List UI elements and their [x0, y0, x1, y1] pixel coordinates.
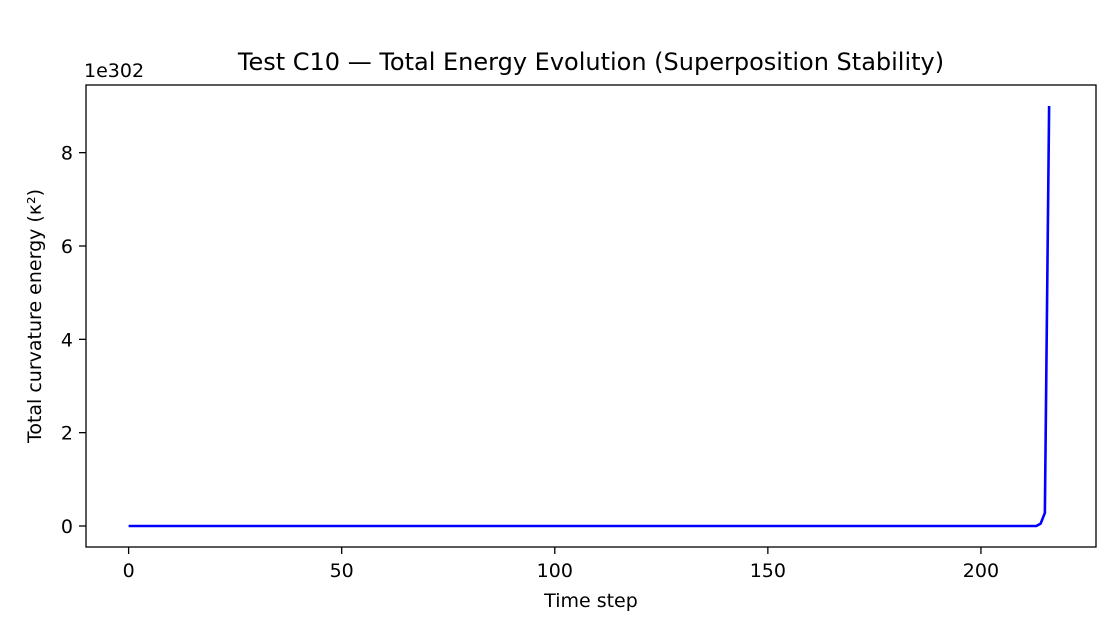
y-tick-label: 6: [61, 236, 73, 258]
y-tick-label: 8: [61, 143, 73, 165]
axes-frame: [85, 84, 1097, 548]
y-tick-label: 4: [61, 329, 73, 351]
x-tick-label: 100: [537, 560, 573, 582]
y-tick-label: 0: [61, 516, 73, 538]
x-tick-label: 200: [963, 560, 999, 582]
x-tick-label: 50: [330, 560, 354, 582]
y-axis-label: Total curvature energy (κ²): [24, 189, 46, 444]
x-axis-label: Time step: [543, 590, 638, 612]
chart-title: Test C10 — Total Energy Evolution (Super…: [237, 48, 944, 76]
x-tick-label: 150: [750, 560, 786, 582]
y-tick-label: 2: [61, 423, 73, 445]
y-axis-offset-label: 1e302: [84, 60, 144, 82]
series-line-0: [128, 105, 1051, 528]
x-tick-label: 0: [123, 560, 135, 582]
plot-area: 0 50 100 150 200 0 2 4 6 8: [61, 84, 1097, 582]
